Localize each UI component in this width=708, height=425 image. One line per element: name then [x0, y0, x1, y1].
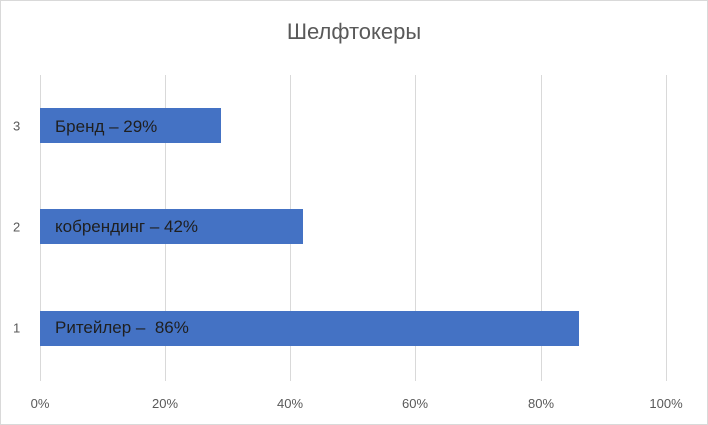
- y-tick-3: 3: [13, 118, 21, 134]
- x-tick-40: 40%: [276, 396, 304, 411]
- x-tick-80: 80%: [527, 396, 555, 411]
- gridline-60: [415, 75, 416, 381]
- y-tick-1: 1: [13, 320, 21, 336]
- x-tick-20: 20%: [151, 396, 179, 411]
- bar-1[interactable]: [40, 311, 579, 346]
- gridline-80: [541, 75, 542, 381]
- bar-label-2: кобрендинг – 42%: [55, 217, 199, 236]
- bar-label-3: Бренд – 29%: [55, 117, 158, 136]
- bar-3[interactable]: [40, 108, 221, 143]
- x-tick-0: 0%: [30, 396, 50, 411]
- x-tick-100: 100%: [649, 396, 683, 411]
- bar-2[interactable]: [40, 209, 303, 244]
- bar-label-1: Ритейлер – 86%: [55, 318, 189, 337]
- y-tick-2: 2: [13, 219, 21, 235]
- chart-title: Шелфтокеры: [286, 19, 422, 44]
- x-tick-60: 60%: [401, 396, 429, 411]
- gridline-100: [666, 75, 667, 381]
